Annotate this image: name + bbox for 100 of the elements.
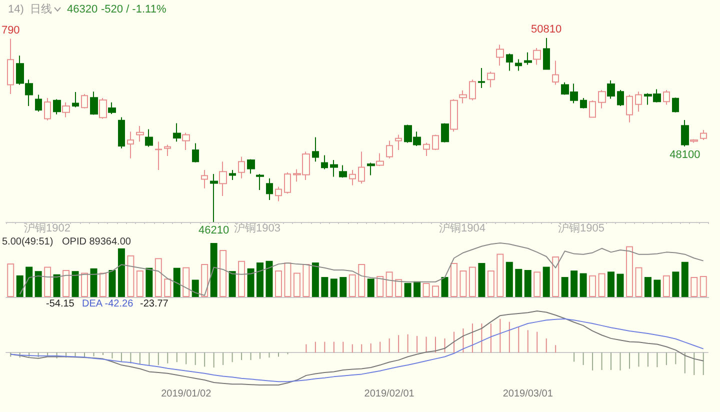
candlestick xyxy=(690,138,698,144)
bar xyxy=(293,272,300,297)
candlestick xyxy=(358,151,365,184)
candlestick xyxy=(450,98,458,132)
bar xyxy=(598,273,606,297)
candlestick xyxy=(589,100,596,118)
candlestick xyxy=(663,90,670,106)
text: 沪铜1903 xyxy=(234,222,280,234)
text: -520 / -1.11% xyxy=(101,4,166,16)
bar xyxy=(173,268,180,297)
candlestick xyxy=(62,102,70,118)
bar xyxy=(90,268,98,297)
annotation: 48100 xyxy=(670,148,700,161)
bar xyxy=(478,262,486,297)
candlestick xyxy=(108,102,116,114)
candlestick xyxy=(127,131,134,159)
candlestick xyxy=(598,90,606,109)
bar xyxy=(515,268,522,297)
bar xyxy=(524,270,532,297)
x-tick-label: 2019/03/01 xyxy=(502,388,554,400)
annotation: 46210 xyxy=(198,224,230,236)
bar xyxy=(367,278,374,297)
candlestick xyxy=(339,164,347,178)
candlestick xyxy=(229,170,236,180)
bar xyxy=(432,286,440,297)
candlestick xyxy=(256,174,264,190)
bar xyxy=(127,255,134,297)
candlestick xyxy=(607,80,615,100)
annotation: 790 xyxy=(1,24,20,36)
bar xyxy=(487,270,494,297)
bar xyxy=(681,262,688,297)
candlestick xyxy=(81,94,88,109)
candlestick xyxy=(321,154,328,170)
bar xyxy=(654,280,661,297)
text: 沪铜1905 xyxy=(558,222,604,234)
candlestick xyxy=(395,134,402,150)
candlestick xyxy=(53,98,61,115)
text: DEA -42.26 xyxy=(82,298,134,310)
candlestick xyxy=(238,156,245,179)
candlestick xyxy=(672,97,679,113)
bar xyxy=(414,281,421,297)
bar xyxy=(700,276,707,297)
candlestick xyxy=(533,48,541,66)
bar xyxy=(302,264,310,297)
bar xyxy=(552,256,560,297)
candlestick xyxy=(247,158,255,174)
bar xyxy=(468,266,476,297)
candlestick xyxy=(617,90,624,106)
candlestick xyxy=(349,170,356,186)
bar xyxy=(422,282,430,297)
text: 14) xyxy=(8,4,24,16)
bar xyxy=(238,260,246,297)
bar xyxy=(570,270,578,297)
candlestick xyxy=(275,186,282,202)
x-tick-label: 2019/01/02 xyxy=(161,388,212,400)
bar xyxy=(118,248,125,297)
text: -23.77 xyxy=(140,298,169,310)
bar xyxy=(26,266,33,297)
bar xyxy=(534,272,541,297)
bar xyxy=(580,273,587,297)
bar xyxy=(247,268,254,297)
candlestick xyxy=(635,91,642,112)
bar xyxy=(340,277,347,297)
bar xyxy=(589,275,596,297)
candlestick xyxy=(173,122,181,142)
bar xyxy=(626,246,633,297)
candlestick xyxy=(386,140,393,159)
bar xyxy=(53,274,60,297)
bar xyxy=(348,274,356,297)
text: 沪铜1902 xyxy=(24,222,70,234)
bar xyxy=(220,250,227,297)
candlestick xyxy=(44,98,51,121)
candlestick xyxy=(626,94,633,123)
bar xyxy=(210,243,218,297)
bar xyxy=(62,270,70,297)
text: -54.15 xyxy=(46,298,75,310)
bar xyxy=(312,262,319,297)
annotation: 5.00(49:51) xyxy=(2,236,54,248)
annotation: OPID 89364.00 xyxy=(62,236,132,248)
text: 日线 xyxy=(30,2,52,16)
bar xyxy=(256,262,264,297)
candlestick xyxy=(7,38,14,94)
candlestick xyxy=(441,122,449,143)
bar xyxy=(376,276,384,297)
bar xyxy=(460,270,467,297)
bar xyxy=(266,260,273,297)
bar xyxy=(44,266,52,297)
candlestick xyxy=(367,162,375,176)
bar xyxy=(108,270,116,297)
text: 46320 xyxy=(67,4,98,16)
candlestick xyxy=(219,161,227,196)
candlestick xyxy=(210,174,218,222)
bar xyxy=(330,278,338,297)
candlestick xyxy=(145,128,153,148)
candlestick xyxy=(432,134,439,150)
bar xyxy=(192,280,199,297)
candlestick xyxy=(552,60,559,86)
bar xyxy=(616,274,624,297)
bar xyxy=(644,277,652,297)
bar xyxy=(542,266,550,297)
